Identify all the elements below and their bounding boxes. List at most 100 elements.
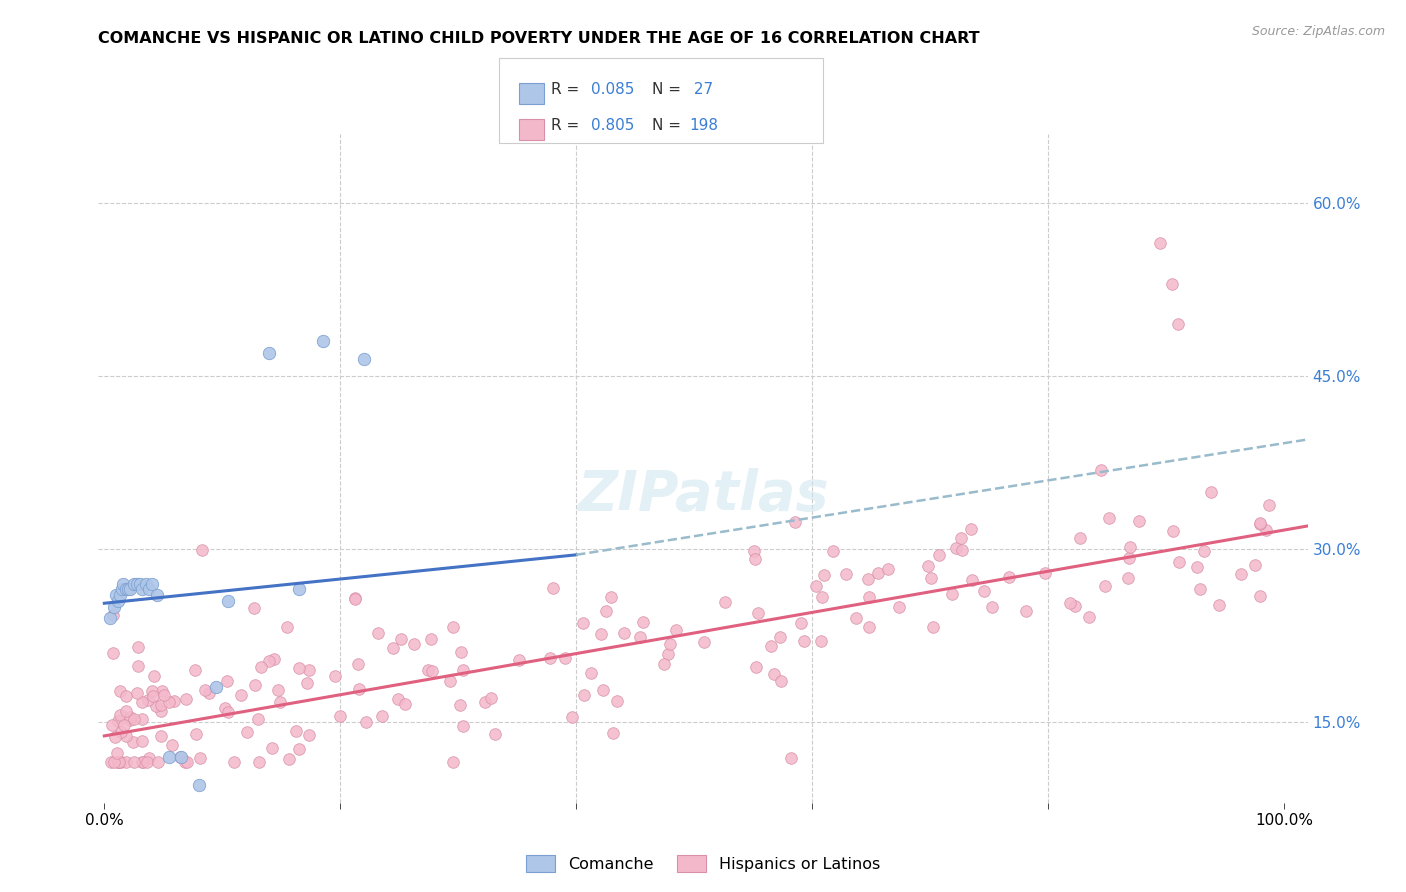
Point bbox=[763, 666, 786, 681]
Point bbox=[118, 709, 141, 723]
Point bbox=[127, 640, 149, 654]
Point bbox=[107, 594, 129, 608]
Point bbox=[169, 749, 191, 764]
Point bbox=[581, 665, 603, 680]
Point bbox=[1249, 589, 1271, 603]
Point bbox=[959, 522, 981, 536]
Point bbox=[128, 576, 150, 591]
Point bbox=[176, 756, 198, 770]
Point bbox=[866, 566, 889, 581]
Point bbox=[1199, 485, 1222, 500]
Point bbox=[148, 756, 170, 770]
Point bbox=[980, 599, 1002, 614]
Point bbox=[135, 756, 157, 770]
Point bbox=[484, 727, 506, 741]
Point bbox=[149, 704, 172, 718]
Point bbox=[110, 725, 132, 739]
Point bbox=[108, 708, 131, 723]
Point bbox=[194, 682, 217, 697]
Point bbox=[1167, 317, 1189, 331]
Point bbox=[591, 626, 613, 640]
Point bbox=[138, 751, 160, 765]
Point bbox=[295, 676, 318, 690]
Point bbox=[269, 695, 291, 709]
Point bbox=[146, 588, 169, 602]
Point bbox=[713, 595, 735, 609]
Point bbox=[960, 574, 983, 588]
Point bbox=[250, 659, 273, 673]
Point bbox=[922, 620, 945, 634]
Point bbox=[823, 544, 845, 558]
Point bbox=[107, 714, 129, 728]
Point bbox=[122, 576, 145, 591]
Point bbox=[1256, 523, 1278, 537]
Point bbox=[793, 634, 815, 648]
Text: R =: R = bbox=[551, 82, 585, 97]
Point bbox=[439, 673, 461, 688]
Point bbox=[347, 657, 370, 671]
Point bbox=[198, 685, 221, 699]
Point bbox=[217, 674, 239, 689]
Point bbox=[602, 726, 624, 740]
Point bbox=[231, 688, 253, 702]
Point bbox=[122, 734, 145, 748]
Point bbox=[1090, 463, 1112, 477]
Point bbox=[135, 576, 157, 591]
Point bbox=[98, 611, 121, 625]
Point bbox=[105, 588, 128, 602]
Point bbox=[950, 531, 973, 545]
Point bbox=[114, 729, 136, 743]
Point bbox=[394, 698, 416, 712]
Point bbox=[804, 579, 827, 593]
Point bbox=[131, 582, 153, 597]
Point bbox=[1015, 604, 1038, 618]
Point bbox=[246, 713, 269, 727]
Point bbox=[1078, 610, 1101, 624]
Point bbox=[141, 684, 163, 698]
Point bbox=[145, 699, 167, 714]
Point bbox=[856, 572, 879, 586]
Point bbox=[769, 630, 792, 644]
Point bbox=[107, 756, 129, 770]
Point bbox=[451, 664, 474, 678]
Point bbox=[114, 582, 136, 597]
Point bbox=[1069, 531, 1091, 545]
Point bbox=[810, 590, 832, 604]
Text: N =: N = bbox=[652, 119, 686, 133]
Point bbox=[508, 653, 530, 667]
Point bbox=[149, 698, 172, 712]
Point bbox=[973, 584, 995, 599]
Point bbox=[381, 641, 404, 656]
Point bbox=[628, 631, 651, 645]
Point bbox=[1208, 598, 1230, 612]
Point bbox=[631, 615, 654, 629]
Point bbox=[554, 651, 576, 665]
Point bbox=[115, 689, 138, 703]
Point bbox=[100, 756, 122, 770]
Point bbox=[114, 756, 136, 770]
Point bbox=[184, 663, 207, 677]
Point bbox=[131, 756, 153, 770]
Point bbox=[287, 742, 309, 756]
Point bbox=[157, 695, 180, 709]
Point bbox=[1094, 579, 1116, 593]
Point bbox=[770, 673, 793, 688]
Point bbox=[790, 616, 813, 631]
Point bbox=[1033, 566, 1056, 580]
Point bbox=[744, 552, 766, 566]
Point bbox=[288, 582, 311, 597]
Point bbox=[125, 686, 148, 700]
Point bbox=[420, 632, 443, 646]
Point bbox=[101, 718, 124, 732]
Point bbox=[285, 723, 308, 738]
Point bbox=[1250, 516, 1272, 531]
Point bbox=[1119, 540, 1142, 554]
Point bbox=[112, 576, 135, 591]
Point bbox=[108, 756, 131, 770]
Point bbox=[945, 541, 967, 555]
Point bbox=[163, 694, 186, 708]
Point bbox=[1059, 597, 1081, 611]
Point bbox=[187, 779, 209, 793]
Point bbox=[693, 635, 716, 649]
Point bbox=[652, 657, 675, 672]
